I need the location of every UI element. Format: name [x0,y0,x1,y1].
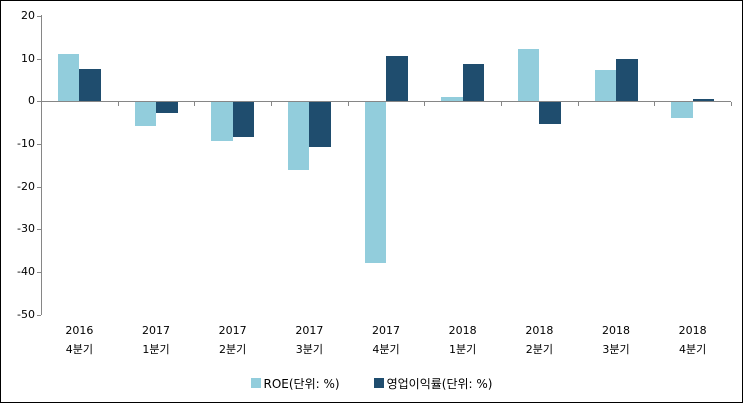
bar-roe [364,101,386,263]
legend-label-roe: ROE(단위: %) [263,376,340,391]
x-label-quarter: 4분기 [65,343,93,356]
y-axis-line [41,15,42,315]
x-label-year: 2018 [678,324,707,337]
x-axis-label: 2018 2분기 [501,321,578,359]
legend: ROE(단위: %) 영업이익률(단위: %) [1,373,742,393]
x-axis-label: 2017 4분기 [348,321,425,359]
bar-op-margin [309,101,331,148]
bar-op-margin [616,58,638,102]
x-label-quarter: 3분기 [295,343,323,356]
x-label-year: 2017 [371,324,400,337]
bar-op-margin [156,101,178,114]
x-label-year: 2017 [218,324,247,337]
bar-roe [287,101,310,171]
y-axis-label: -20 [17,179,35,193]
x-label-year: 2017 [141,324,170,337]
legend-swatch-op-margin-icon [373,378,384,388]
x-axis-tick [194,102,196,107]
x-axis-label: 2018 1분기 [424,321,501,359]
legend-swatch-roe-icon [250,378,261,388]
x-label-quarter: 4분기 [372,343,400,356]
legend-item-op-margin: 영업이익률(단위: %) [373,375,493,392]
y-axis-tick [37,186,41,188]
x-axis-tick [577,102,579,107]
x-axis-label: 2018 3분기 [578,321,655,359]
bar-roe [134,101,156,127]
bar-op-margin [539,101,561,125]
bar-op-margin [79,69,101,102]
x-axis-tick [424,102,426,107]
y-axis-label: 0 [28,94,35,108]
x-label-year: 2016 [65,324,94,337]
legend-item-roe: ROE(단위: %) [250,375,340,392]
bar-roe [211,101,233,141]
y-axis-label: -40 [17,265,35,279]
bar-roe [594,70,616,102]
y-axis-tick [37,16,41,17]
y-axis-tick [37,58,41,60]
y-axis-tick [37,229,41,231]
x-label-quarter: 2분기 [525,343,553,356]
bar-roe [57,54,80,102]
x-label-quarter: 3분기 [602,343,630,356]
y-axis-tick [37,272,41,274]
x-axis-tick [654,102,656,107]
y-axis-label: -50 [17,307,35,321]
x-axis-label: 2017 1분기 [118,321,195,359]
y-axis-tick [37,101,41,103]
x-axis-label: 2017 3분기 [271,321,348,359]
bar-op-margin [386,55,408,102]
bar-op-margin [462,64,485,102]
x-label-year: 2018 [525,324,554,337]
x-label-quarter: 2분기 [219,343,247,356]
x-axis-tick [271,102,272,107]
y-axis-tick [37,144,41,145]
x-axis-line [41,101,731,103]
y-axis-tick [37,314,41,316]
x-label-year: 2018 [448,324,477,337]
x-axis-tick [117,102,119,107]
bar-roe [441,97,463,102]
x-label-quarter: 1분기 [142,343,170,356]
x-axis-tick [731,102,732,107]
legend-label-op-margin: 영업이익률(단위: %) [386,376,493,391]
x-label-quarter: 1분기 [449,343,477,356]
x-label-quarter: 4분기 [679,343,707,356]
y-axis-label: 10 [21,51,35,65]
x-axis-tick [347,102,349,107]
x-axis-label: 2017 2분기 [194,321,271,359]
x-label-year: 2017 [295,324,324,337]
bar-op-margin [692,98,715,102]
x-axis-label: 2018 4분기 [654,321,731,359]
y-axis-label: -10 [17,137,35,150]
x-label-year: 2018 [601,324,630,337]
y-axis-label: -30 [17,222,35,236]
x-axis-tick [41,102,42,107]
y-axis-label: 20 [21,9,35,22]
bar-op-margin [232,101,255,138]
x-axis-label: 2016 4분기 [41,321,118,359]
bar-roe [671,101,693,119]
x-axis-tick [501,102,502,107]
bar-roe [517,49,540,102]
